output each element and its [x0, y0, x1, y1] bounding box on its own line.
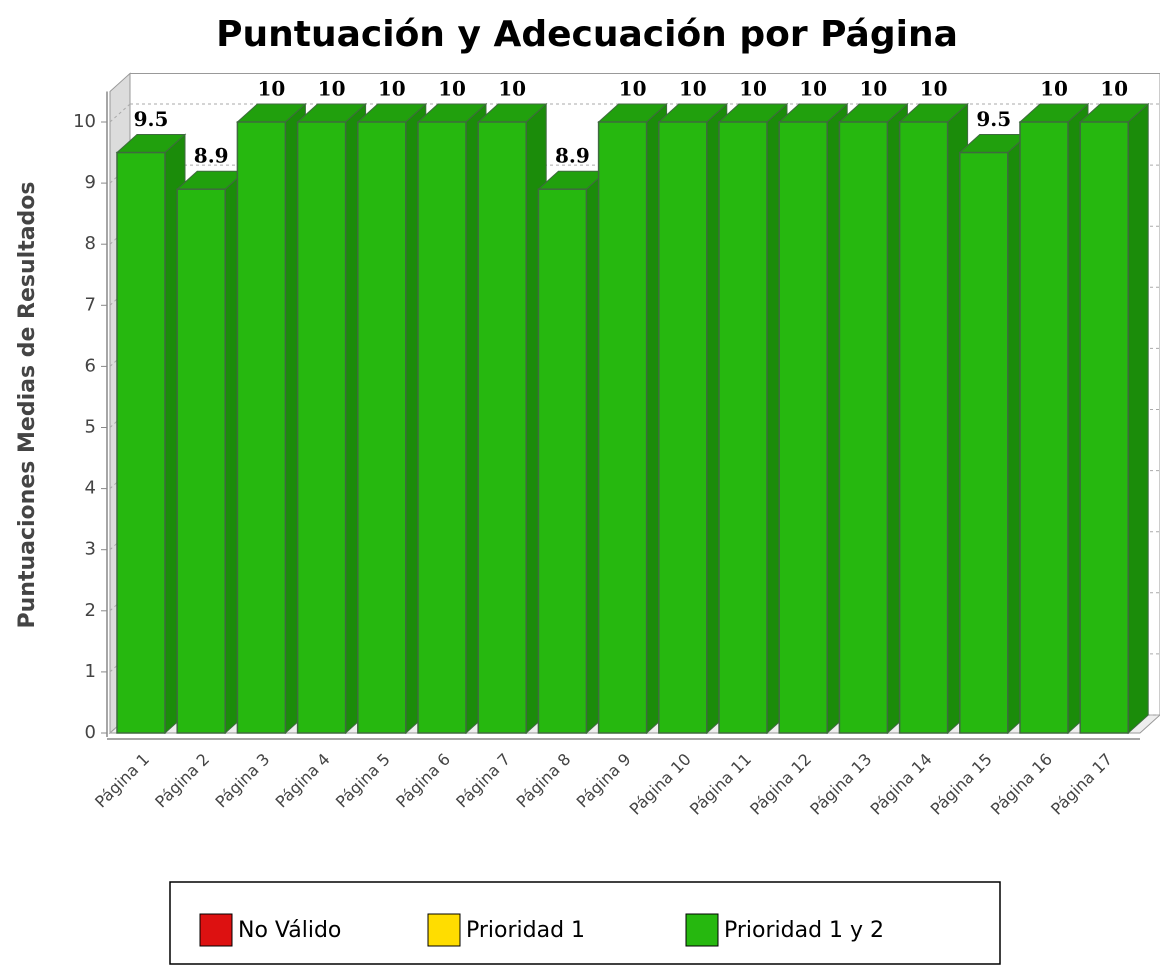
- bar: [175, 170, 247, 735]
- x-tick-label: Página 4: [272, 750, 334, 812]
- bar-front: [959, 151, 1009, 734]
- value-label: 9.5: [134, 107, 169, 131]
- bar: [958, 133, 1030, 735]
- bar: [597, 102, 668, 735]
- bar: [236, 102, 307, 735]
- bar-front: [296, 121, 347, 734]
- value-label: 10: [920, 77, 948, 101]
- value-label: 9.5: [976, 107, 1011, 131]
- value-label: 10: [1100, 77, 1128, 101]
- bar-front: [116, 151, 166, 734]
- legend-box: [169, 881, 1001, 965]
- value-label: 10: [859, 77, 887, 101]
- bar: [537, 170, 608, 735]
- value-label: 10: [438, 77, 466, 101]
- x-tick-label: Página 1: [91, 750, 153, 812]
- y-tick-label: 9: [85, 172, 96, 193]
- value-label: 10: [679, 77, 707, 101]
- y-tick-label: 7: [85, 294, 96, 315]
- grid-line: [109, 103, 131, 123]
- y-tick-label: 6: [85, 355, 96, 376]
- y-tick-label: 5: [85, 417, 96, 438]
- x-tick-label: Página 10: [626, 750, 695, 819]
- legend-label: Prioridad 1: [466, 918, 585, 943]
- y-tick-label: 1: [85, 661, 96, 682]
- x-tick-label: Página 11: [686, 750, 755, 819]
- x-tick-label: Página 9: [573, 750, 635, 812]
- bar-front: [778, 121, 828, 734]
- y-tick-label: 4: [85, 478, 96, 499]
- bar-front: [718, 121, 768, 734]
- value-label: 10: [619, 77, 647, 101]
- legend-swatch: [685, 913, 719, 947]
- value-label: 10: [799, 77, 827, 101]
- bar-front: [417, 121, 467, 734]
- bar: [115, 133, 187, 735]
- x-tick-label: Página 2: [151, 750, 213, 812]
- bar: [296, 102, 367, 735]
- value-label: 10: [378, 77, 406, 101]
- bar-front: [537, 188, 588, 734]
- legend-swatch: [427, 913, 461, 947]
- value-label: 8.9: [555, 144, 590, 168]
- x-tick-label: Página 8: [513, 750, 575, 812]
- bar-front: [176, 188, 226, 734]
- value-label: 10: [1040, 77, 1068, 101]
- y-tick-label: 10: [73, 111, 96, 132]
- x-tick-label: Página 14: [867, 750, 936, 819]
- bar-front: [1079, 121, 1129, 734]
- x-tick-label: Página 7: [452, 750, 514, 812]
- bar: [838, 102, 909, 735]
- x-tick-label: Página 12: [746, 750, 815, 819]
- value-label: 10: [739, 77, 767, 101]
- bar: [476, 102, 548, 735]
- bar-side: [1127, 102, 1149, 735]
- legend-label: Prioridad 1 y 2: [724, 918, 884, 943]
- y-tick-label: 3: [85, 539, 96, 560]
- bar-front: [597, 121, 648, 734]
- y-tick-label: 2: [85, 600, 96, 621]
- bar: [898, 102, 969, 735]
- bar: [657, 102, 729, 735]
- x-tick-label: Página 15: [927, 750, 996, 819]
- bar-front: [898, 121, 949, 734]
- bar: [1078, 102, 1150, 735]
- bar: [416, 102, 488, 735]
- value-label: 8.9: [194, 144, 229, 168]
- y-tick-label: 8: [85, 233, 96, 254]
- value-label: 10: [318, 77, 346, 101]
- value-label: 10: [498, 77, 526, 101]
- x-tick-label: Página 6: [392, 750, 454, 812]
- bar: [356, 102, 428, 735]
- x-tick-label: Página 3: [212, 750, 274, 812]
- bar-front: [658, 121, 708, 734]
- bar: [777, 102, 849, 735]
- chart-title: Puntuación y Adecuación por Página: [216, 14, 958, 55]
- bar-front: [838, 121, 889, 734]
- bar: [717, 102, 789, 735]
- x-tick-label: Página 16: [987, 750, 1056, 819]
- x-tick-label: Página 17: [1047, 750, 1116, 819]
- bar-front: [357, 121, 407, 734]
- legend-swatch: [199, 913, 233, 947]
- legend-label: No Válido: [238, 918, 341, 943]
- value-label: 10: [257, 77, 285, 101]
- x-tick-label: Página 5: [332, 750, 394, 812]
- x-tick-label: Página 13: [806, 750, 875, 819]
- bar-front: [1019, 121, 1069, 734]
- y-tick-label: 0: [85, 722, 96, 743]
- bar-front: [236, 121, 287, 734]
- bar: [1018, 102, 1090, 735]
- y-axis-label: Puntuaciones Medias de Resultados: [15, 181, 40, 628]
- bar-front: [477, 121, 527, 734]
